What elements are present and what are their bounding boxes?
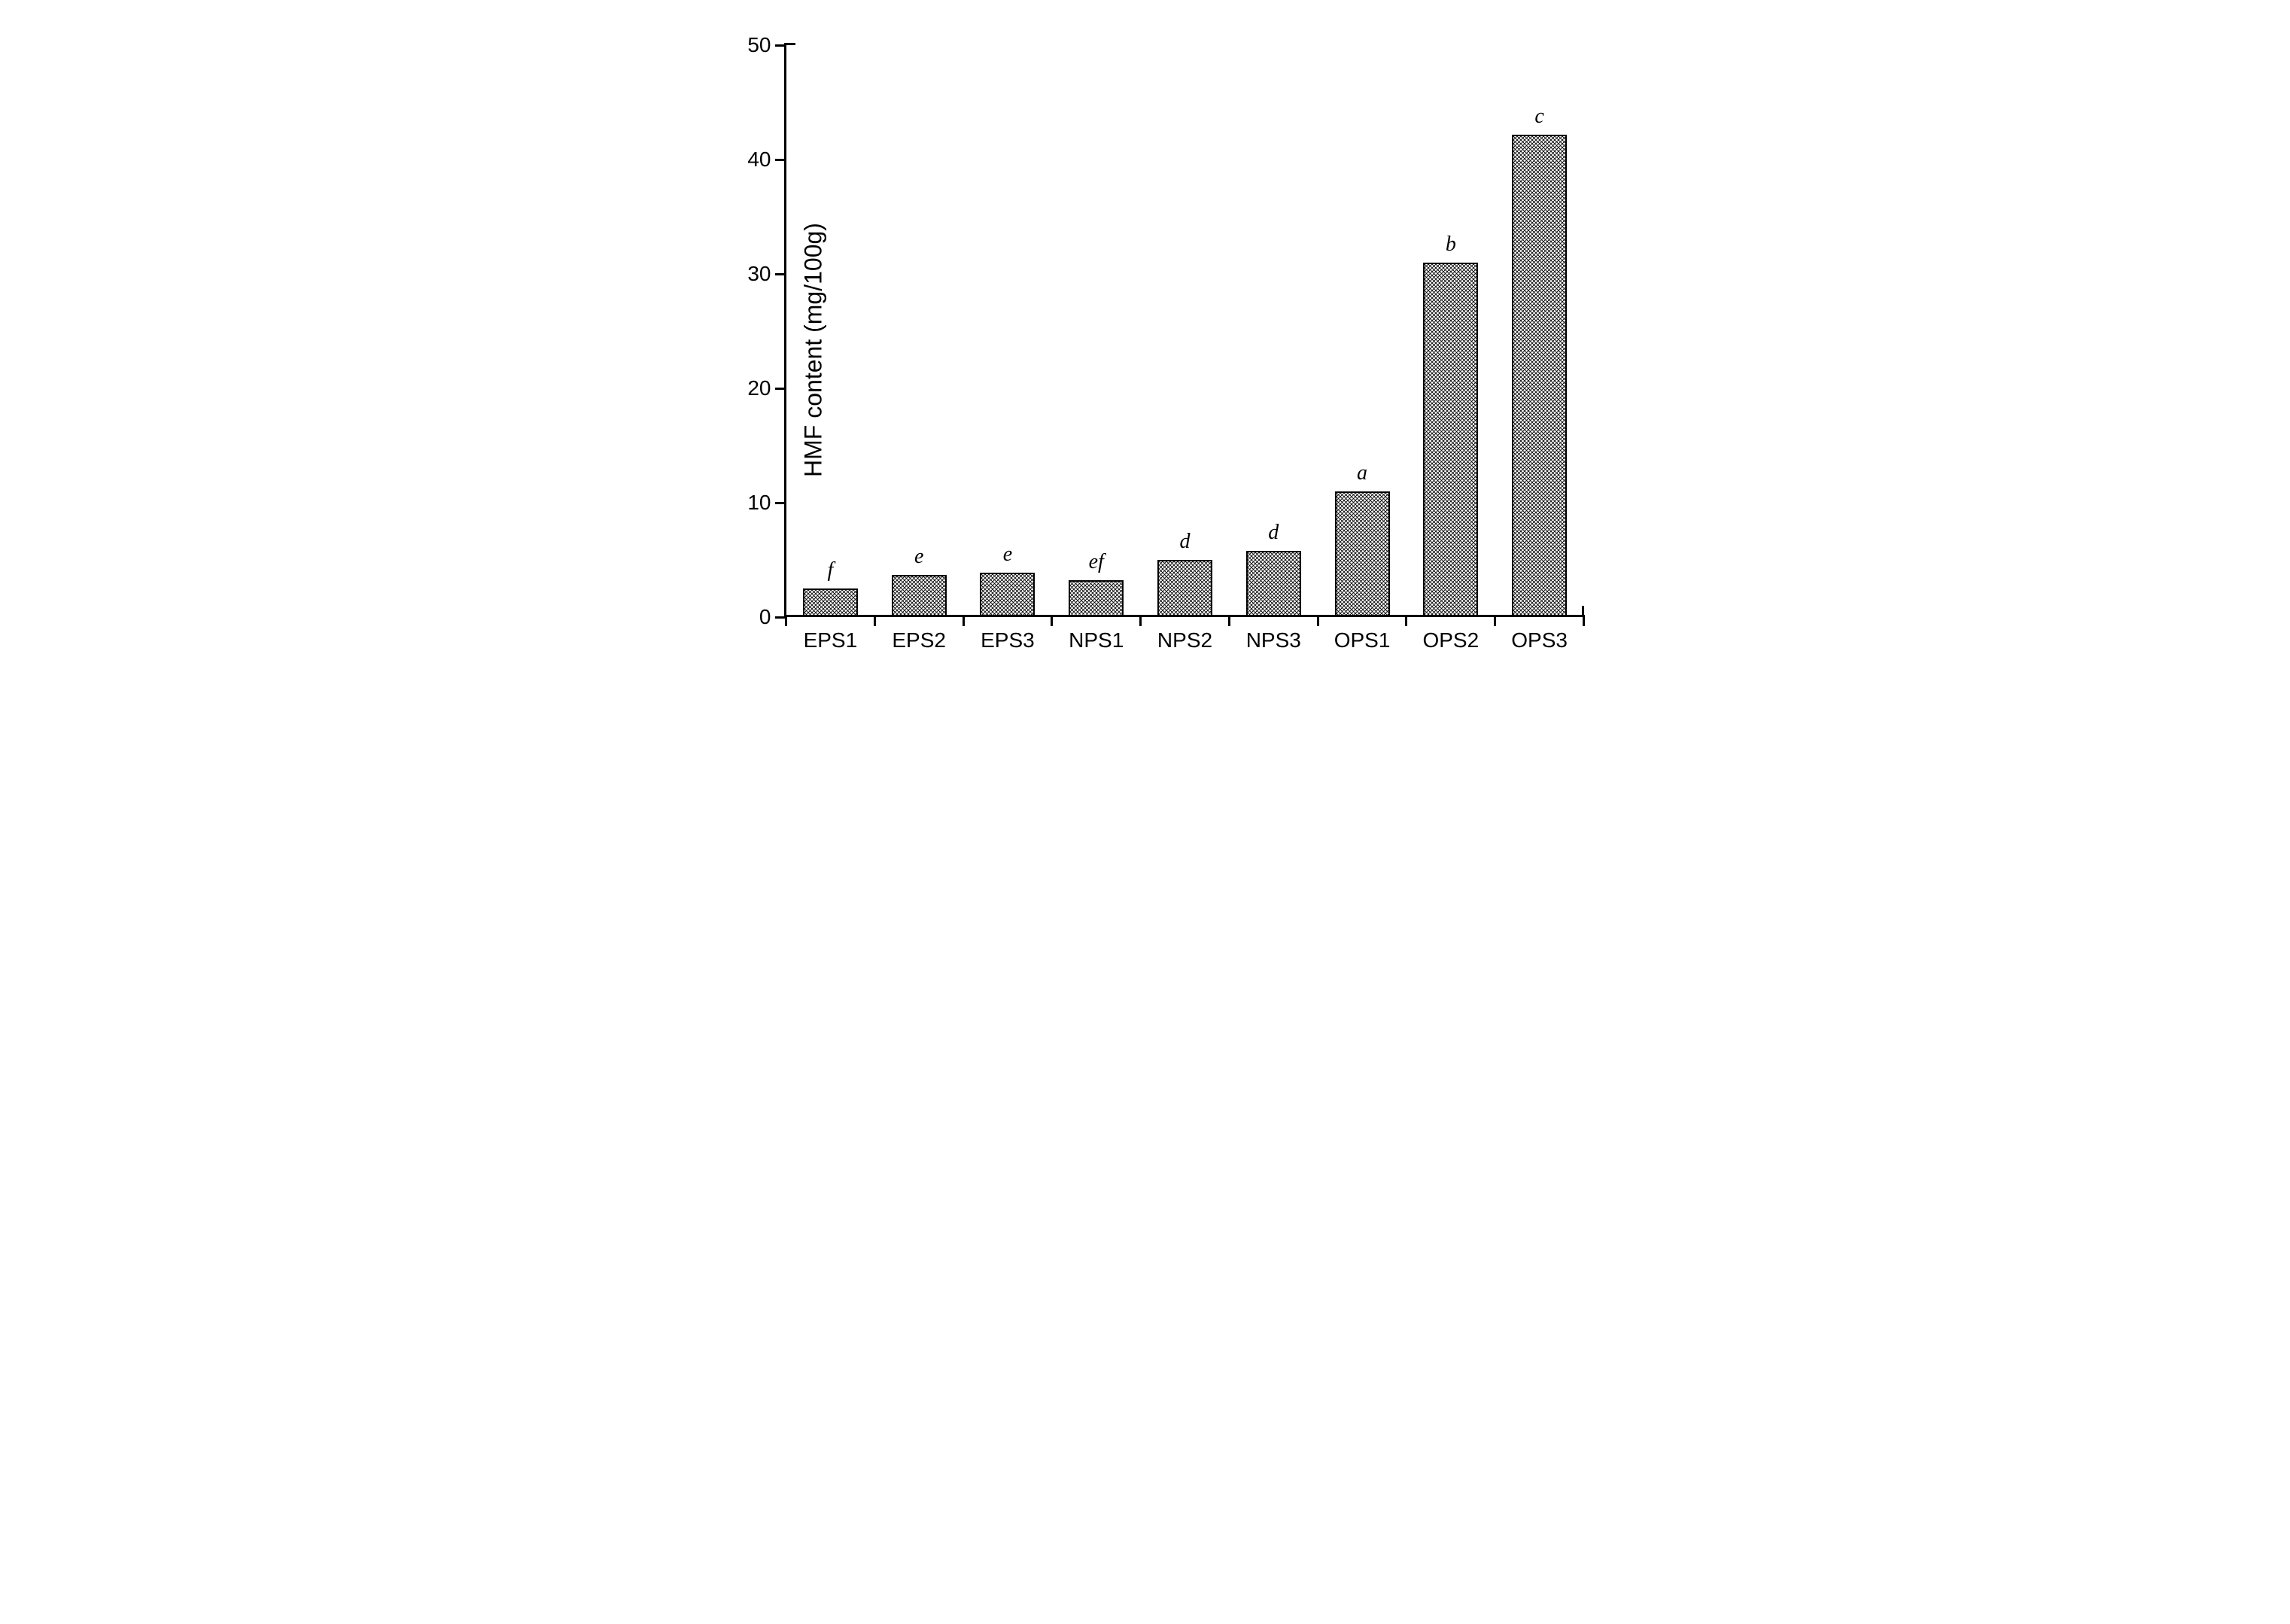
bar-annotation: e [914, 545, 923, 569]
y-tick [775, 502, 786, 504]
bar [803, 588, 858, 615]
bar [980, 573, 1035, 615]
bar-annotation: a [1357, 461, 1367, 485]
bar-annotation: b [1446, 233, 1456, 257]
x-tick [1051, 615, 1053, 626]
bar [1423, 263, 1478, 615]
x-tick-label: EPS2 [892, 628, 946, 652]
bar [1246, 551, 1301, 615]
x-tick-label: OPS2 [1422, 628, 1479, 652]
bar [1512, 135, 1567, 615]
bar-annotation: f [827, 558, 833, 582]
x-tick-label: OPS1 [1334, 628, 1391, 652]
x-tick-label: OPS3 [1511, 628, 1568, 652]
x-tick [1317, 615, 1319, 626]
x-tick-label: EPS1 [804, 628, 858, 652]
x-tick-label: NPS1 [1069, 628, 1124, 652]
x-tick [1139, 615, 1142, 626]
x-tick [963, 615, 965, 626]
y-tick-label: 0 [741, 605, 771, 629]
y-tick [775, 44, 786, 47]
x-tick-label: NPS2 [1157, 628, 1212, 652]
bar-annotation: c [1534, 105, 1543, 129]
x-tick [1583, 615, 1585, 626]
x-tick-label: EPS3 [981, 628, 1035, 652]
x-tick [1228, 615, 1230, 626]
y-tick-label: 40 [741, 147, 771, 172]
bar [1157, 560, 1212, 615]
y-tick [775, 388, 786, 390]
y-tick-label: 10 [741, 491, 771, 515]
x-tick [1494, 615, 1496, 626]
x-tick [785, 615, 787, 626]
bar [1069, 580, 1124, 615]
bar-annotation: d [1180, 530, 1191, 554]
bar-annotation: d [1268, 521, 1279, 545]
x-tick [1405, 615, 1407, 626]
y-tick-label: 20 [741, 376, 771, 400]
bar [892, 575, 947, 615]
x-tick-label: NPS3 [1246, 628, 1301, 652]
bar-annotation: ef [1089, 550, 1104, 574]
y-tick [775, 159, 786, 161]
y-tick [775, 273, 786, 275]
bar [1335, 491, 1390, 615]
bar-annotation: e [1003, 543, 1012, 567]
chart-container: HMF content (mg/100g) 01020304050EPS1fEP… [694, 30, 1597, 670]
plot-area: 01020304050EPS1fEPS2eEPS3eNPS1efNPS2dNPS… [784, 45, 1582, 617]
y-tick-label: 50 [741, 33, 771, 57]
x-tick [874, 615, 876, 626]
y-tick-label: 30 [741, 262, 771, 286]
